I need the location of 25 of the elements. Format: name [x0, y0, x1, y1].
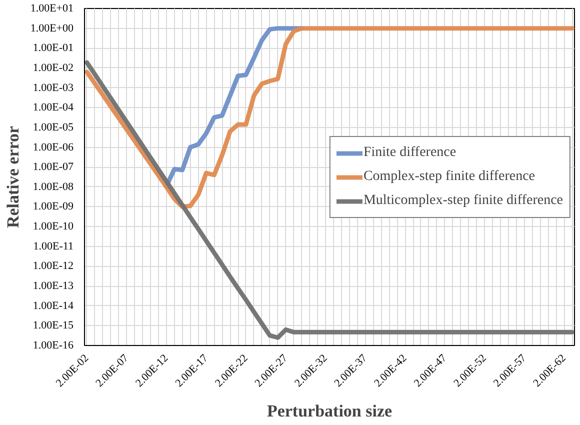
x-axis-title: Perturbation size — [266, 402, 393, 421]
line-series — [84, 60, 574, 340]
legend-label: Complex-step finite difference — [363, 168, 536, 184]
y-tick-label: 1.00E+00 — [30, 22, 74, 34]
legend-label: Finite difference — [363, 144, 456, 160]
y-tick-label: 1.00E-05 — [32, 121, 74, 134]
y-tick-label: 1.00E+01 — [30, 2, 74, 14]
y-tick-label: 1.00E-13 — [32, 280, 74, 292]
y-tick-label: 1.00E-06 — [32, 141, 74, 154]
y-tick-label: 1.00E-02 — [32, 62, 74, 74]
y-tick-label: 1.00E-07 — [32, 161, 74, 174]
y-tick-label: 1.00E-16 — [32, 340, 74, 352]
y-tick-label: 1.00E-12 — [32, 260, 74, 272]
y-tick-label: 1.00E-15 — [32, 320, 74, 332]
y-tick-label: 1.00E-01 — [32, 42, 74, 54]
y-tick-label: 1.00E-14 — [32, 300, 74, 312]
y-tick-label: 1.00E-03 — [32, 82, 74, 94]
y-tick-label: 1.00E-09 — [32, 200, 74, 213]
y-tick-label: 1.00E-04 — [32, 102, 74, 114]
y-tick-label: 1.00E-10 — [32, 220, 74, 233]
y-tick-label: 1.00E-11 — [33, 240, 74, 252]
y-axis-title: Relative error — [3, 125, 22, 228]
line-series — [84, 26, 574, 209]
y-tick-label: 1.00E-08 — [32, 180, 74, 193]
legend-label: Multicomplex-step finite difference — [363, 192, 563, 208]
